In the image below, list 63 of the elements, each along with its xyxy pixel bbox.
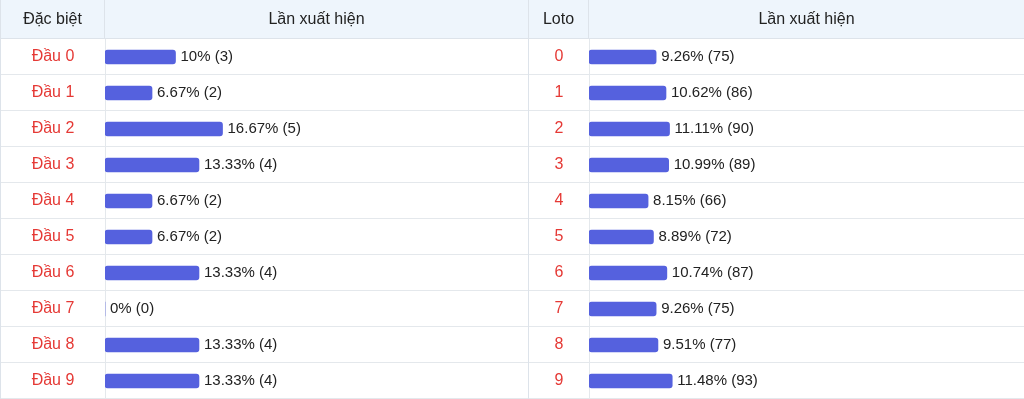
bar — [105, 85, 153, 101]
data-label: 13.33% (4) — [203, 263, 278, 281]
bar — [105, 337, 200, 353]
bar — [105, 49, 176, 65]
data-label: 6.67% (2) — [157, 83, 223, 101]
y-tick-label: 7 — [554, 299, 564, 317]
data-label: 13.33% (4) — [203, 155, 278, 173]
data-label: 10% (3) — [180, 47, 234, 65]
y-tick-label: 3 — [554, 155, 564, 173]
y-tick-label: Đầu 6 — [31, 263, 75, 281]
data-label: 10.99% (89) — [673, 155, 756, 173]
y-axis-title: Loto — [529, 0, 589, 38]
y-tick-label: 9 — [554, 371, 564, 389]
bar — [589, 193, 649, 209]
bar — [589, 337, 659, 353]
y-tick-label: Đầu 7 — [31, 299, 75, 317]
y-tick-label: 1 — [554, 83, 564, 101]
data-label: 10.62% (86) — [670, 83, 753, 101]
data-label: 9.51% (77) — [662, 335, 737, 353]
bar — [589, 157, 670, 173]
y-axis-title: Đặc biệt — [1, 0, 105, 38]
data-label: 9.26% (75) — [661, 47, 735, 65]
bar — [105, 229, 153, 245]
bar — [105, 193, 153, 209]
bar — [105, 121, 223, 137]
bar — [589, 229, 654, 245]
data-label: 11.11% (90) — [674, 119, 755, 137]
data-label: 8.15% (66) — [653, 191, 727, 209]
bar — [589, 85, 667, 101]
y-tick-label: 0 — [554, 47, 564, 65]
y-tick-label: Đầu 0 — [31, 47, 75, 65]
bar — [589, 121, 670, 137]
data-label: 9.26% (75) — [661, 299, 735, 317]
bar — [589, 373, 673, 389]
y-tick-label: 8 — [554, 335, 564, 353]
data-label: 8.89% (72) — [658, 227, 732, 245]
y-tick-label: 4 — [554, 191, 564, 209]
data-label: 0% (0) — [110, 299, 155, 317]
y-tick-label: Đầu 4 — [31, 191, 75, 209]
bar — [105, 157, 200, 173]
data-label: 13.33% (4) — [203, 371, 278, 389]
y-tick-label: Đầu 2 — [31, 119, 75, 137]
x-axis-title: Lần xuất hiện — [757, 9, 856, 29]
y-tick-label: 6 — [554, 263, 564, 281]
y-tick-label: 2 — [554, 119, 564, 137]
y-tick-label: Đầu 3 — [31, 155, 75, 173]
y-tick-label: 5 — [554, 227, 564, 245]
data-label: 10.74% (87) — [671, 263, 754, 281]
x-axis-title: Lần xuất hiện — [267, 9, 366, 29]
data-label: 16.67% (5) — [227, 119, 301, 137]
data-label: 13.33% (4) — [203, 335, 278, 353]
bar — [589, 49, 657, 65]
data-label: 6.67% (2) — [157, 191, 223, 209]
y-tick-label: Đầu 9 — [31, 371, 75, 389]
bar — [105, 373, 200, 389]
y-tick-label: Đầu 5 — [31, 227, 75, 245]
bar — [589, 265, 668, 281]
y-tick-label: Đầu 1 — [31, 83, 75, 101]
bar — [105, 265, 200, 281]
y-tick-label: Đầu 8 — [31, 335, 75, 353]
data-label: 11.48% (93) — [677, 371, 758, 389]
bar — [589, 301, 657, 317]
data-label: 6.67% (2) — [157, 227, 223, 245]
